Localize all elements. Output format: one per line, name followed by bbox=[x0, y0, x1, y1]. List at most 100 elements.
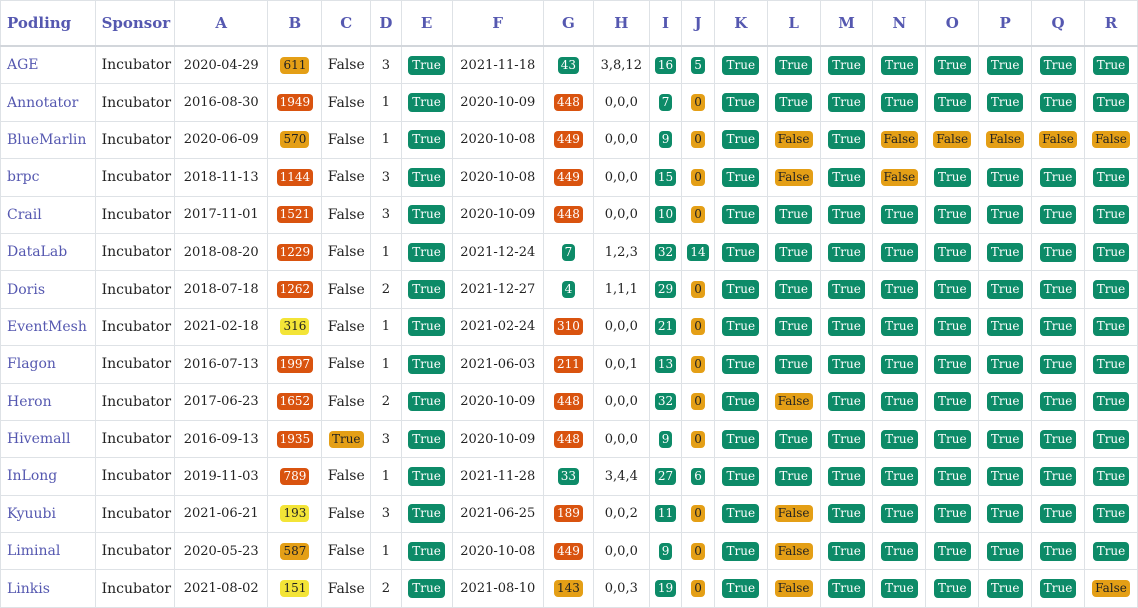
count-badge: 6 bbox=[691, 467, 705, 485]
podling-link[interactable]: BlueMarlin bbox=[0, 120, 96, 160]
status-badge: True bbox=[881, 504, 918, 524]
status-badge: True bbox=[1039, 205, 1077, 225]
status-badge: False bbox=[1039, 131, 1077, 149]
column-header-n[interactable]: N bbox=[872, 0, 927, 47]
column-header-i[interactable]: I bbox=[648, 0, 683, 47]
podling-link[interactable]: AGE bbox=[0, 45, 96, 85]
column-header-c[interactable]: C bbox=[321, 0, 372, 47]
cell-p: True bbox=[978, 419, 1033, 459]
cell-q: True bbox=[1031, 345, 1085, 384]
column-header-f[interactable]: F bbox=[451, 0, 545, 47]
cell-f: 2021-12-24 bbox=[451, 232, 545, 272]
podling-link[interactable]: InLong bbox=[0, 457, 96, 496]
cell-b: 1949 bbox=[267, 83, 323, 122]
column-header-p[interactable]: P bbox=[978, 0, 1033, 47]
podling-link[interactable]: DataLab bbox=[0, 232, 96, 272]
column-header-o[interactable]: O bbox=[925, 0, 980, 47]
status-badge: True bbox=[1039, 55, 1077, 75]
column-header-k[interactable]: K bbox=[713, 0, 768, 47]
cell-k: True bbox=[713, 307, 768, 347]
status-badge: True bbox=[775, 317, 812, 337]
podling-link[interactable]: Liminal bbox=[0, 532, 96, 571]
status-badge: True bbox=[933, 429, 971, 449]
cell-h: 0,0,0 bbox=[592, 419, 650, 459]
column-header-m[interactable]: M bbox=[819, 0, 874, 47]
cell-k: True bbox=[713, 270, 768, 309]
cell-j: 0 bbox=[681, 120, 715, 160]
status-badge: True bbox=[722, 429, 760, 449]
cell-l: False bbox=[766, 158, 821, 197]
column-header-q[interactable]: Q bbox=[1031, 0, 1085, 47]
column-header-podling[interactable]: Podling bbox=[0, 0, 96, 47]
cell-f: 2020-10-09 bbox=[451, 382, 545, 421]
cell-c: False bbox=[321, 120, 372, 160]
cell-r: True bbox=[1083, 382, 1138, 421]
cell-g: 4 bbox=[543, 270, 594, 309]
podling-link[interactable]: Annotator bbox=[0, 83, 96, 122]
count-badge: 11 bbox=[654, 505, 677, 523]
status-badge: True bbox=[828, 93, 865, 113]
cell-g: 449 bbox=[543, 532, 594, 571]
podling-link[interactable]: brpc bbox=[0, 158, 96, 197]
column-header-a[interactable]: A bbox=[173, 0, 269, 47]
status-badge: True bbox=[828, 504, 865, 524]
cell-e: True bbox=[400, 195, 453, 234]
column-header-g[interactable]: G bbox=[543, 0, 594, 47]
status-badge: True bbox=[933, 55, 971, 75]
podling-link[interactable]: Hivemall bbox=[0, 419, 96, 459]
count-badge: 448 bbox=[553, 430, 583, 448]
column-header-e[interactable]: E bbox=[400, 0, 453, 47]
status-badge: True bbox=[1039, 466, 1077, 486]
cell-j: 0 bbox=[681, 270, 715, 309]
status-badge: True bbox=[1039, 392, 1077, 412]
table-row: InLong Incubator 2019-11-03 789 False 1 True 20… bbox=[0, 457, 1138, 496]
cell-g: 448 bbox=[543, 382, 594, 421]
count-badge: 0 bbox=[691, 393, 705, 411]
cell-m: True bbox=[819, 494, 874, 534]
column-header-sponsor[interactable]: Sponsor bbox=[94, 0, 175, 47]
status-badge: True bbox=[1092, 392, 1130, 412]
cell-m: True bbox=[819, 345, 874, 384]
count-badge: 9 bbox=[658, 542, 673, 560]
cell-e: True bbox=[400, 120, 453, 160]
table-row: Liminal Incubator 2020-05-23 587 False 1 True 2… bbox=[0, 532, 1138, 571]
status-badge: False bbox=[880, 131, 919, 149]
cell-n: True bbox=[872, 457, 927, 496]
count-badge: 1144 bbox=[276, 168, 314, 186]
count-badge: 189 bbox=[553, 505, 583, 523]
cell-f: 2021-11-18 bbox=[451, 45, 545, 85]
cell-h: 0,0,0 bbox=[592, 158, 650, 197]
podling-link[interactable]: Linkis bbox=[0, 569, 96, 608]
cell-b: 193 bbox=[267, 494, 323, 534]
status-badge: True bbox=[881, 541, 918, 561]
cell-q: True bbox=[1031, 158, 1085, 197]
status-badge: True bbox=[1039, 354, 1077, 374]
column-header-h[interactable]: H bbox=[592, 0, 650, 47]
cell-a: 2020-04-29 bbox=[173, 45, 269, 85]
cell-f: 2020-10-08 bbox=[451, 532, 545, 571]
cell-o: True bbox=[925, 569, 980, 608]
cell-c: False bbox=[321, 83, 372, 122]
column-header-l[interactable]: L bbox=[766, 0, 821, 47]
column-header-b[interactable]: B bbox=[267, 0, 323, 47]
podling-link[interactable]: Flagon bbox=[0, 345, 96, 384]
cell-c: False bbox=[321, 307, 372, 347]
podling-link[interactable]: Heron bbox=[0, 382, 96, 421]
cell-o: True bbox=[925, 494, 980, 534]
count-badge: 33 bbox=[557, 467, 580, 485]
podling-link[interactable]: Crail bbox=[0, 195, 96, 234]
column-header-d[interactable]: D bbox=[370, 0, 402, 47]
podling-link[interactable]: EventMesh bbox=[0, 307, 96, 347]
sponsor-cell: Incubator bbox=[94, 232, 175, 272]
status-badge: True bbox=[881, 55, 918, 75]
column-header-r[interactable]: R bbox=[1083, 0, 1138, 47]
podling-link[interactable]: Kyuubi bbox=[0, 494, 96, 534]
cell-h: 1,1,1 bbox=[592, 270, 650, 309]
cell-i: 15 bbox=[648, 158, 683, 197]
column-header-j[interactable]: J bbox=[681, 0, 715, 47]
status-badge: True bbox=[722, 205, 760, 225]
cell-f: 2021-12-27 bbox=[451, 270, 545, 309]
podling-link[interactable]: Doris bbox=[0, 270, 96, 309]
status-badge: True bbox=[722, 242, 760, 262]
cell-p: True bbox=[978, 158, 1033, 197]
